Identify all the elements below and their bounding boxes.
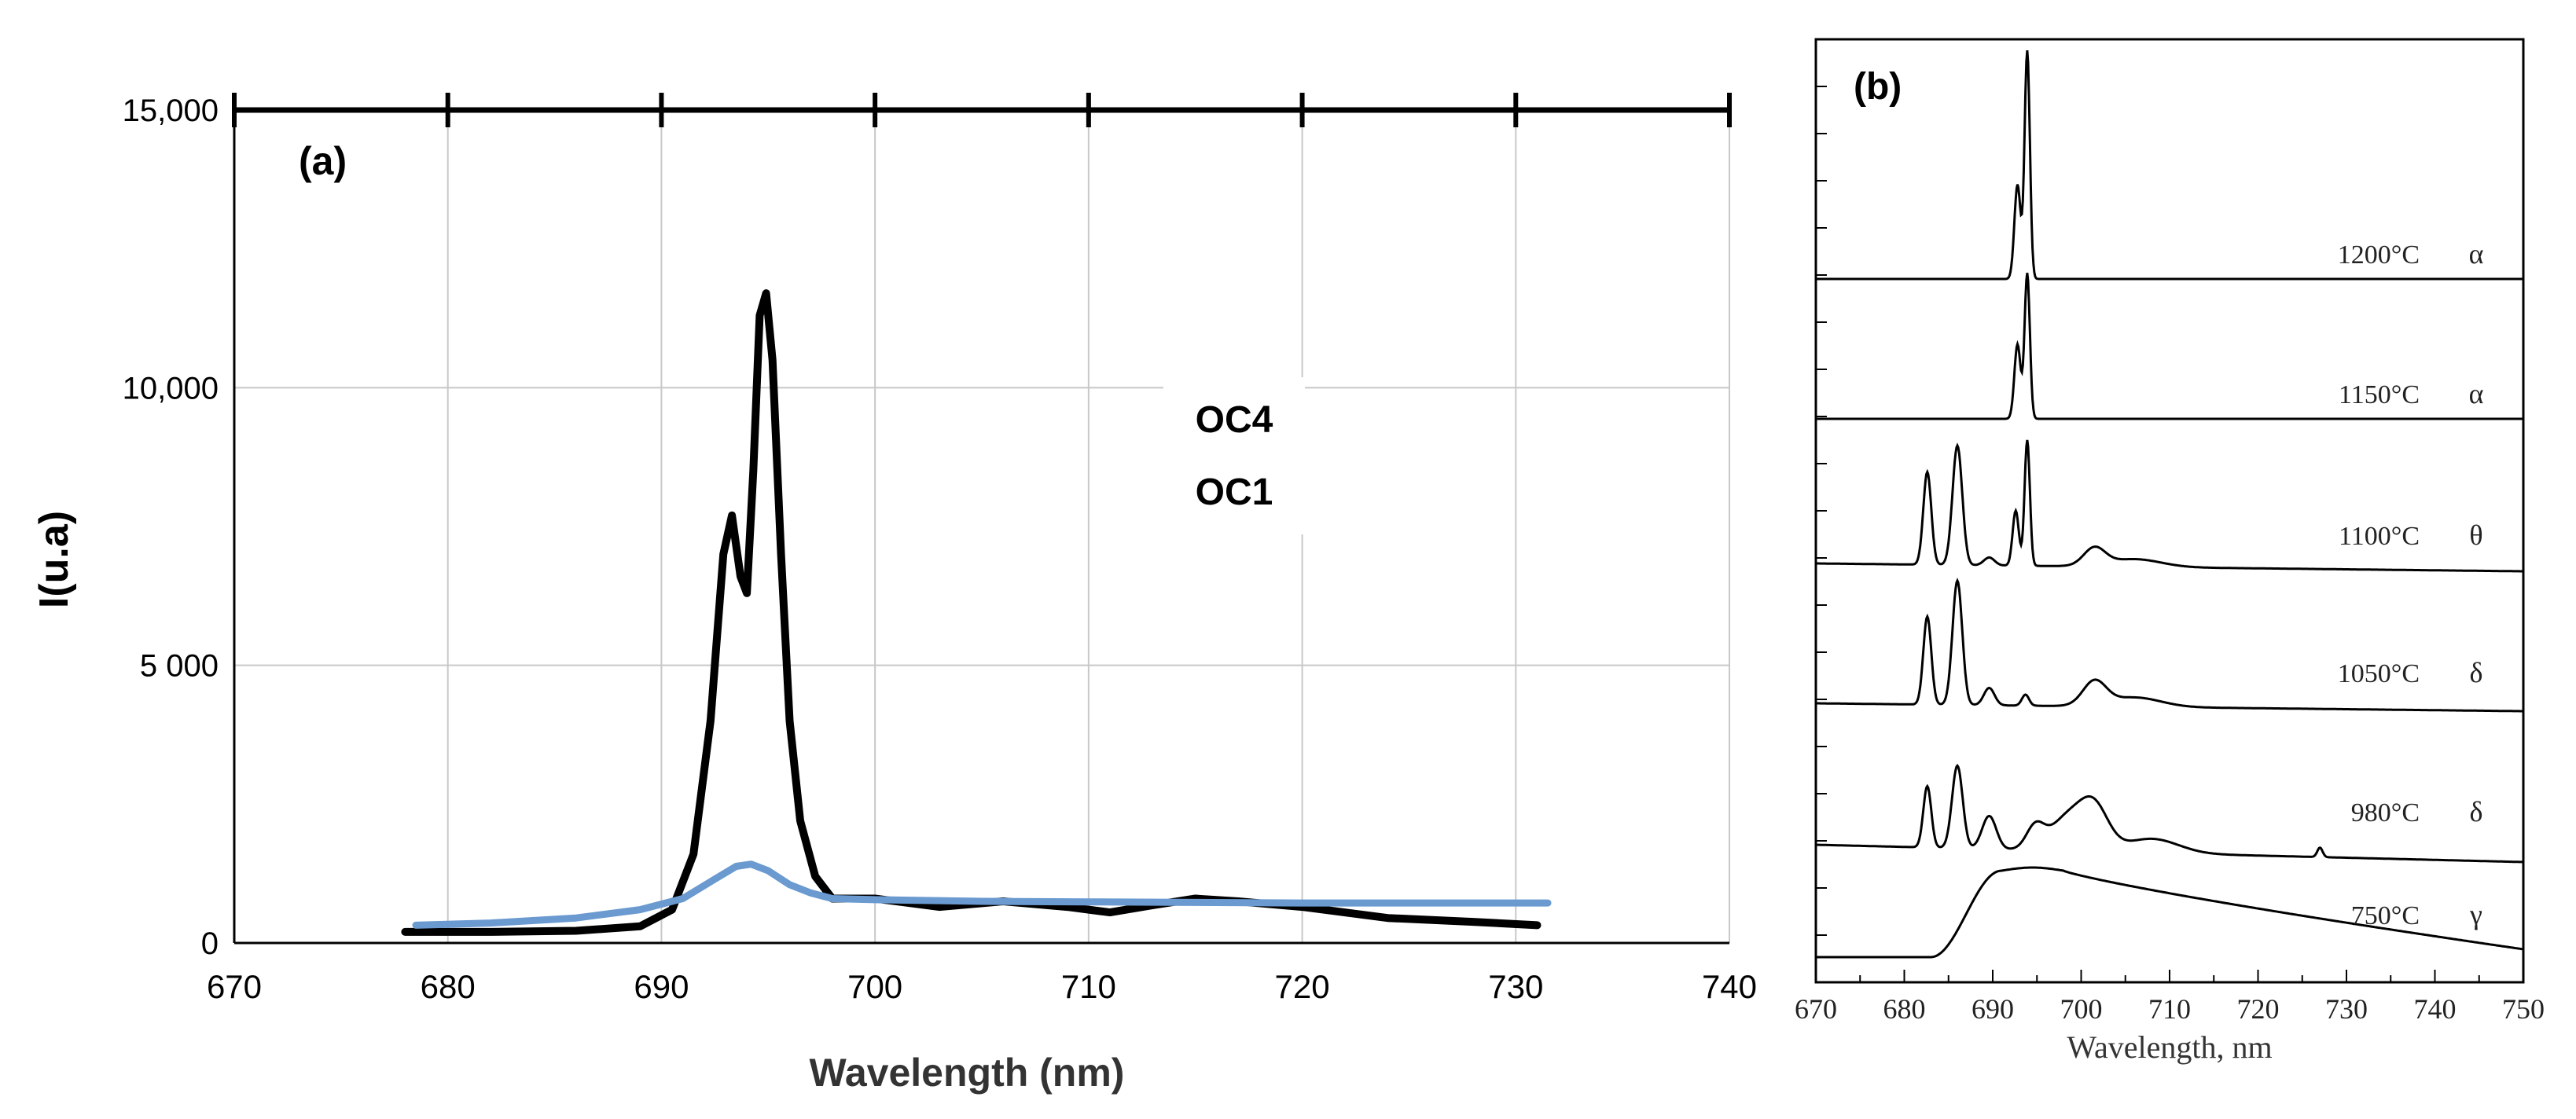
x-tick-label-b: 710 [2148, 993, 2191, 1025]
x-tick-label-b: 700 [2060, 993, 2103, 1025]
phase-label: θ [2469, 519, 2482, 551]
series-group-a [401, 289, 1552, 936]
x-tick-label: 730 [1488, 968, 1543, 1005]
y-tick-label: 5 000 [140, 649, 219, 684]
temperature-label: 1050°C [2338, 659, 2420, 688]
grid-lines-a [234, 110, 1730, 943]
x-tick-label: 670 [207, 968, 262, 1005]
series-line-oc4 [401, 289, 1542, 936]
ticks-b [1815, 86, 2524, 982]
phase-label: α [2469, 378, 2484, 409]
phase-label: α [2469, 238, 2484, 270]
phase-label: γ [2469, 899, 2482, 930]
x-tick-label-b: 750 [2502, 993, 2545, 1025]
y-tick-label: 15,000 [123, 94, 219, 128]
x-tick-labels-b: 670 680 690 700 710 720 730 740 750 [1795, 993, 2545, 1025]
x-tick-label: 700 [847, 968, 902, 1005]
y-axis-label-a: I(u.a) [31, 511, 77, 608]
curve-labels-b: 1200°C α 1150°C α 1100°C θ 1050°C δ 980°C δ 750°C γ [2338, 238, 2484, 930]
phase-label: δ [2470, 657, 2483, 688]
x-tick-labels-a: 670 680 690 700 710 720 730 740 [207, 968, 1757, 1005]
x-tick-label-b: 670 [1795, 993, 1837, 1025]
x-tick-label: 740 [1702, 968, 1757, 1005]
chart-panel-a: 670 680 690 700 710 720 730 740 0 5 000 10,000 15,… [31, 93, 1757, 1095]
spectrum-curve [1816, 439, 2523, 573]
x-tick-label: 680 [421, 968, 476, 1005]
spectrum-curve [1816, 763, 2523, 864]
temperature-label: 1100°C [2339, 522, 2420, 551]
spectrum-curve [1816, 273, 2523, 420]
panel-label-b: (b) [1854, 66, 1902, 108]
x-tick-label: 720 [1275, 968, 1330, 1005]
x-axis-label-b: Wavelength, nm [2067, 1029, 2272, 1065]
temperature-label: 750°C [2351, 901, 2420, 930]
y-tick-label: 0 [201, 926, 219, 961]
x-tick-label: 690 [634, 968, 689, 1005]
y-tick-labels-a: 0 5 000 10,000 15,000 [123, 94, 219, 961]
x-tick-label-b: 730 [2325, 993, 2368, 1025]
x-tick-label-b: 740 [2414, 993, 2457, 1025]
temperature-label: 1200°C [2338, 240, 2420, 270]
panel-label-a: (a) [299, 139, 347, 183]
x-tick-label-b: 690 [1972, 993, 2014, 1025]
x-tick-label: 710 [1061, 968, 1116, 1005]
axes-a [232, 93, 1732, 945]
temperature-label: 980°C [2351, 798, 2420, 827]
x-tick-label-b: 720 [2237, 993, 2280, 1025]
legend-entry-oc4: OC4 [1196, 399, 1273, 441]
series-group-b [1816, 50, 2524, 959]
temperature-label: 1150°C [2339, 380, 2420, 409]
y-tick-label: 10,000 [123, 371, 219, 405]
x-tick-label-b: 680 [1883, 993, 1926, 1025]
series-line-oc1 [412, 860, 1552, 929]
x-axis-label-a: Wavelength (nm) [810, 1051, 1125, 1095]
spectrum-curve [1816, 866, 2524, 959]
phase-label: δ [2470, 796, 2483, 827]
spectrum-curve [1816, 50, 2523, 281]
legend-box [1163, 377, 1305, 534]
legend-entry-oc1: OC1 [1196, 471, 1273, 513]
spectrum-curve [1816, 578, 2523, 713]
chart-panel-b: 670 680 690 700 710 720 730 740 750 1200°C α 1150°… [1795, 38, 2545, 1065]
